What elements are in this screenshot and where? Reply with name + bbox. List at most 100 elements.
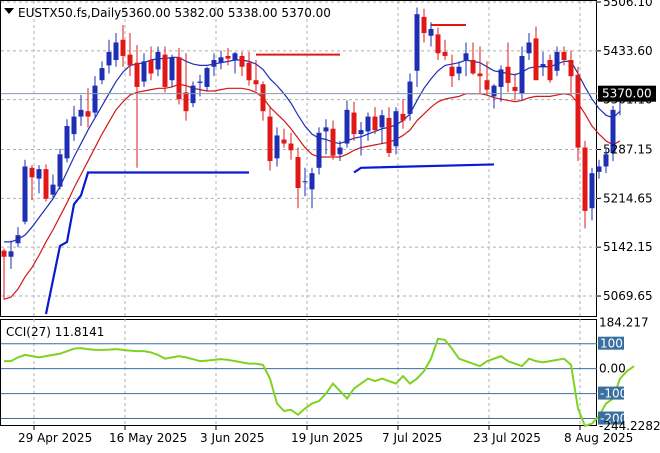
candle-body	[246, 62, 252, 81]
ohlc-readout: 5360.00 5382.00 5338.00 5370.00	[121, 6, 331, 20]
candle-body	[295, 157, 301, 189]
candle-body	[85, 111, 91, 117]
candle-body	[533, 38, 539, 81]
symbol-title: EUSTX50.fs,Daily	[18, 6, 121, 20]
candle-body	[456, 66, 462, 74]
candles	[1, 7, 623, 300]
ma-slow-line	[3, 83, 621, 300]
candle-body	[344, 109, 350, 144]
candle-body	[99, 68, 105, 81]
candle-body	[386, 117, 392, 153]
cci-line	[4, 337, 635, 428]
candle-body	[106, 51, 112, 66]
candle-body	[183, 92, 189, 112]
candle-body	[414, 14, 420, 71]
last-price-tag[interactable]	[598, 85, 656, 102]
candle-body	[155, 51, 161, 70]
cci-level-tag-label: 100	[600, 337, 623, 351]
cci-axis-label: 0.00	[599, 362, 626, 376]
candle-body	[197, 81, 203, 83]
cci-levels	[1, 343, 597, 420]
candle-body	[337, 147, 343, 155]
candle-body	[29, 167, 35, 178]
candle-body	[519, 55, 525, 94]
collapse-arrow-icon[interactable]	[4, 8, 14, 14]
candle-body	[309, 173, 315, 190]
candle-body	[302, 181, 308, 183]
last-price-label: 5370.00	[602, 87, 652, 101]
candle-body	[568, 60, 574, 77]
candle-body	[8, 251, 14, 257]
y-tick-label: 5069.65	[603, 289, 653, 303]
candle-body	[239, 55, 245, 67]
candle-body	[393, 111, 399, 147]
candle-body	[400, 113, 406, 121]
cci-level-tag	[598, 411, 624, 425]
cci-axis-label: 184.217	[599, 316, 649, 330]
candle-body	[1, 250, 7, 257]
candle-body	[162, 54, 168, 87]
candle-body	[610, 109, 616, 153]
support-line	[44, 171, 249, 315]
candle-body	[330, 128, 336, 156]
price-panel[interactable]	[0, 0, 597, 317]
candle-body	[218, 57, 224, 63]
cci-level-tag-label: -200	[600, 412, 627, 426]
candle-body	[169, 57, 175, 81]
support-line	[353, 163, 495, 174]
candle-body	[365, 116, 371, 132]
cci-axis-label: -244.2282	[599, 419, 660, 433]
candle-body	[204, 68, 210, 87]
candle-body	[421, 16, 427, 34]
candle-body	[358, 130, 364, 135]
grid	[1, 1, 597, 426]
candle-body	[526, 42, 532, 54]
candle-body	[211, 60, 217, 67]
candle-body	[92, 85, 98, 113]
candle-body	[582, 147, 588, 211]
candle-body	[57, 154, 63, 187]
candle-body	[484, 80, 490, 90]
x-tick-label: 3 Jun 2025	[200, 431, 265, 445]
candle-body	[477, 73, 483, 77]
x-tick-label: 23 Jul 2025	[473, 431, 541, 445]
candle-body	[120, 39, 126, 56]
cci-level-tag	[598, 336, 624, 350]
candle-body	[134, 62, 140, 87]
candle-body	[575, 74, 581, 148]
candle-body	[232, 53, 238, 61]
candle-body	[596, 166, 602, 172]
x-tick-label: 7 Jul 2025	[382, 431, 442, 445]
x-tick-label: 29 Apr 2025	[18, 431, 92, 445]
candle-body	[435, 34, 441, 54]
candle-body	[260, 84, 266, 112]
candle-body	[148, 60, 154, 74]
ma-fast-line	[4, 56, 621, 243]
candle-body	[498, 69, 504, 87]
candle-body	[379, 115, 385, 128]
candle-body	[491, 85, 497, 97]
candle-body	[589, 173, 595, 209]
y-tick-label: 5433.60	[603, 44, 653, 58]
candle-body	[288, 143, 294, 151]
candle-body	[253, 80, 259, 85]
candle-body	[225, 55, 231, 59]
candle-body	[50, 184, 56, 195]
candle-body	[190, 85, 196, 104]
candle-body	[512, 86, 518, 91]
y-tick-label: 5287.15	[603, 143, 653, 157]
candle-body	[281, 139, 287, 144]
candle-body	[505, 66, 511, 83]
candle-body	[64, 126, 70, 159]
candle-body	[442, 51, 448, 56]
candle-body	[316, 132, 322, 168]
candle-body	[603, 154, 609, 167]
y-tick-label: 5142.15	[603, 240, 653, 254]
cci-panel[interactable]	[0, 319, 597, 426]
candle-body	[43, 169, 49, 199]
candle-body	[540, 64, 546, 67]
candle-body	[554, 51, 560, 71]
